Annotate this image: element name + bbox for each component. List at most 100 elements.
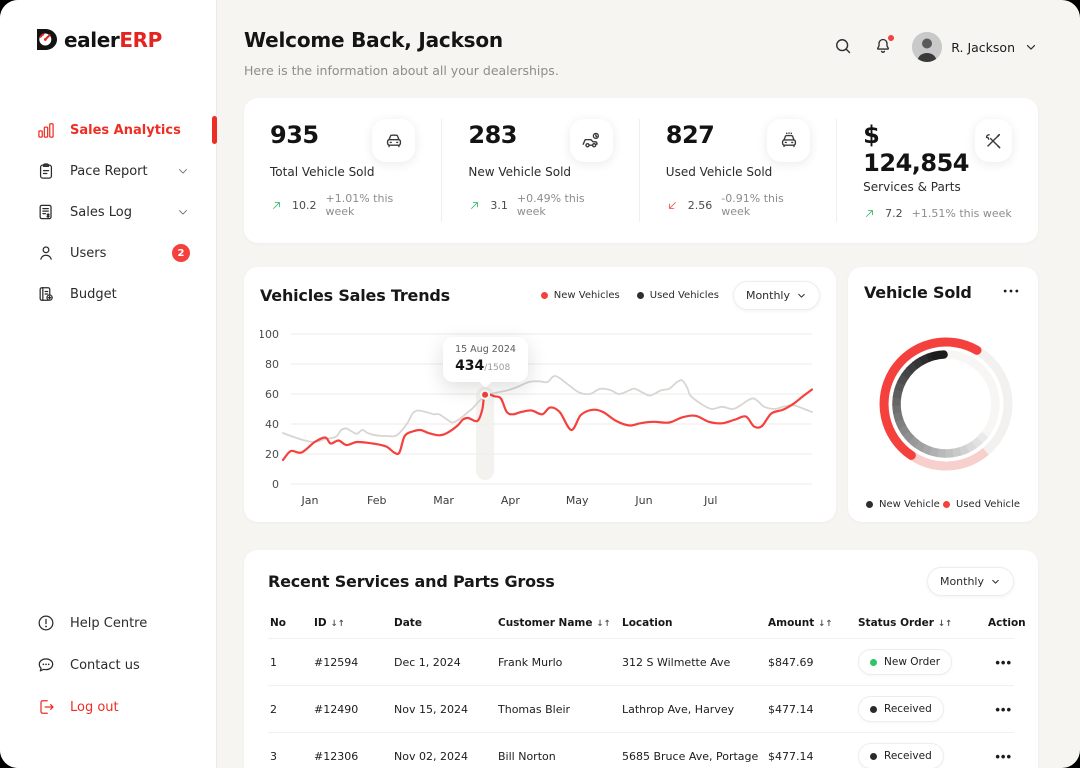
recent-services-card: Recent Services and Parts Gross Monthly … [244,550,1038,768]
column-header-id[interactable]: ID ↓↑ [314,617,345,629]
sidebar-item-users[interactable]: Users 2 [0,234,216,272]
tooltip-value: 434 [455,357,485,374]
donut-title: Vehicle Sold [864,282,972,302]
column-header-no: No [270,617,287,629]
trends-period-select[interactable]: Monthly [732,281,820,310]
cell-customer: Thomas Bleir [498,702,571,716]
legend-dot [636,292,644,299]
status-badge: New Order [858,649,953,675]
card-menu-button[interactable] [1000,281,1022,303]
sort-icon[interactable]: ↓↑ [596,619,611,629]
trend-value: 7.2 [885,207,903,220]
tooltip-date: 15 Aug 2024 [455,343,516,355]
car-used-icon [767,119,811,162]
cell-location: 312 S Wilmette Ave [622,655,731,669]
legend-new-vehicles: New Vehicles [540,290,620,301]
legend-label: New Vehicles [553,290,620,301]
table-period-select[interactable]: Monthly [926,567,1014,596]
notification-dot [888,35,895,41]
user-name: R. Jackson [951,39,1015,55]
bar-chart-icon [36,120,56,140]
notifications-button[interactable] [872,35,895,58]
cell-action: ••• [988,749,1012,764]
stat-services-parts: $ 124,854 Services & Parts 7.2 +1.51% this … [836,119,1038,222]
cell-date: Dec 1, 2024 [394,655,461,669]
table-row: 1 #12594 Dec 1, 2024 Frank Murlo 312 S Wilme… [268,638,1014,685]
column-header-location: Location [622,617,673,629]
sidebar-nav: Sales Analytics Pace Report Sales Log Users… [0,111,217,313]
ledger-icon [36,284,56,304]
cell-action: ••• [988,702,1012,717]
sidebar-item-help-centre[interactable]: Help Centre [0,604,216,642]
stat-value: $ 124,854 [863,121,969,177]
legend-used-vehicles: Used Vehicles [636,290,719,301]
row-actions-button[interactable]: ••• [995,748,1012,764]
vehicle-sold-card: Vehicle Sold New Vehicle Used Vehicle [848,267,1038,522]
stat-trend: 10.2 +1.01% this week [270,192,415,218]
trend-value: 3.1 [490,198,508,212]
cell-customer: Frank Murlo [498,655,563,669]
trend-text: +0.49% this week [516,192,585,218]
status-label: Received [884,750,932,762]
column-header-status-order[interactable]: Status Order ↓↑ [858,617,953,629]
row-actions-button[interactable]: ••• [995,654,1012,670]
svg-text:Mar: Mar [433,494,454,507]
chart-tooltip: 15 Aug 2024 434/1508 [443,336,528,382]
status-label: Received [884,703,932,715]
stat-label: Total Vehicle Sold [270,165,375,179]
stat-label: New Vehicle Sold [468,165,572,179]
sidebar-item-sales-log[interactable]: Sales Log [0,193,216,231]
cell-id: #12490 [314,702,359,716]
legend-dot [943,501,951,508]
user-menu[interactable]: R. Jackson [912,32,1038,62]
sidebar-item-budget[interactable]: Budget [0,275,216,313]
page-title: Welcome Back, Jackson [244,28,503,52]
legend-label: Used Vehicle [956,499,1020,510]
sort-icon[interactable]: ↓↑ [938,619,953,629]
cell-status: New Order [858,649,988,675]
active-indicator [212,116,217,144]
stat-trend: 2.56 -0.91% this week [666,192,810,218]
line-chart: 100 80 60 40 20 0 Jan Feb Mar Apr May Jun Jul 15 Aug… [258,314,820,518]
cell-location: Lathrop Ave, Harvey [622,702,735,716]
trend-text: +1.51% this week [911,207,1012,220]
cell-id: #12306 [314,749,359,763]
cell-id: #12594 [314,655,359,669]
tooltip-total: /1508 [484,362,511,373]
svg-text:Jun: Jun [634,494,652,507]
legend-used-vehicle: Used Vehicle [943,499,1020,510]
brand-wordmark: ealerERP [64,27,162,52]
cell-date: Nov 02, 2024 [394,749,468,763]
table-body: 1 #12594 Dec 1, 2024 Frank Murlo 312 S Wilme… [268,638,1014,768]
sort-icon[interactable]: ↓↑ [818,619,833,629]
legend-label: New Vehicle [879,499,940,510]
chevron-down-icon [176,164,190,178]
svg-text:40: 40 [265,418,279,431]
sidebar-item-sales-analytics[interactable]: Sales Analytics [0,111,217,149]
trends-title: Vehicles Sales Trends [260,286,450,305]
sidebar-item-pace-report[interactable]: Pace Report [0,152,216,190]
svg-text:May: May [566,494,589,507]
main-content: Welcome Back, Jackson Here is the inform… [217,0,1080,768]
chat-icon [36,655,56,675]
svg-text:Jul: Jul [703,494,717,507]
table-title: Recent Services and Parts Gross [268,572,555,591]
sidebar-item-contact-us[interactable]: Contact us [0,646,216,684]
sidebar-item-label: Log out [70,699,119,715]
legend-new-vehicle: New Vehicle [866,499,940,510]
search-button[interactable] [832,36,854,58]
stat-label: Used Vehicle Sold [665,165,773,179]
sort-icon[interactable]: ↓↑ [330,619,345,629]
sidebar-item-log-out[interactable]: Log out [0,688,216,726]
logout-icon [36,697,56,717]
status-dot [870,752,877,760]
column-header-amount[interactable]: Amount ↓↑ [768,617,833,629]
cell-no: 2 [270,702,277,716]
column-header-customer-name[interactable]: Customer Name ↓↑ [498,617,611,629]
stat-value: 827 [665,121,715,149]
charts-row: Vehicles Sales Trends New Vehicles Used V… [244,267,1038,522]
status-badge: Received [858,696,944,722]
sidebar-item-label: Help Centre [70,615,148,631]
row-actions-button[interactable]: ••• [995,701,1012,717]
